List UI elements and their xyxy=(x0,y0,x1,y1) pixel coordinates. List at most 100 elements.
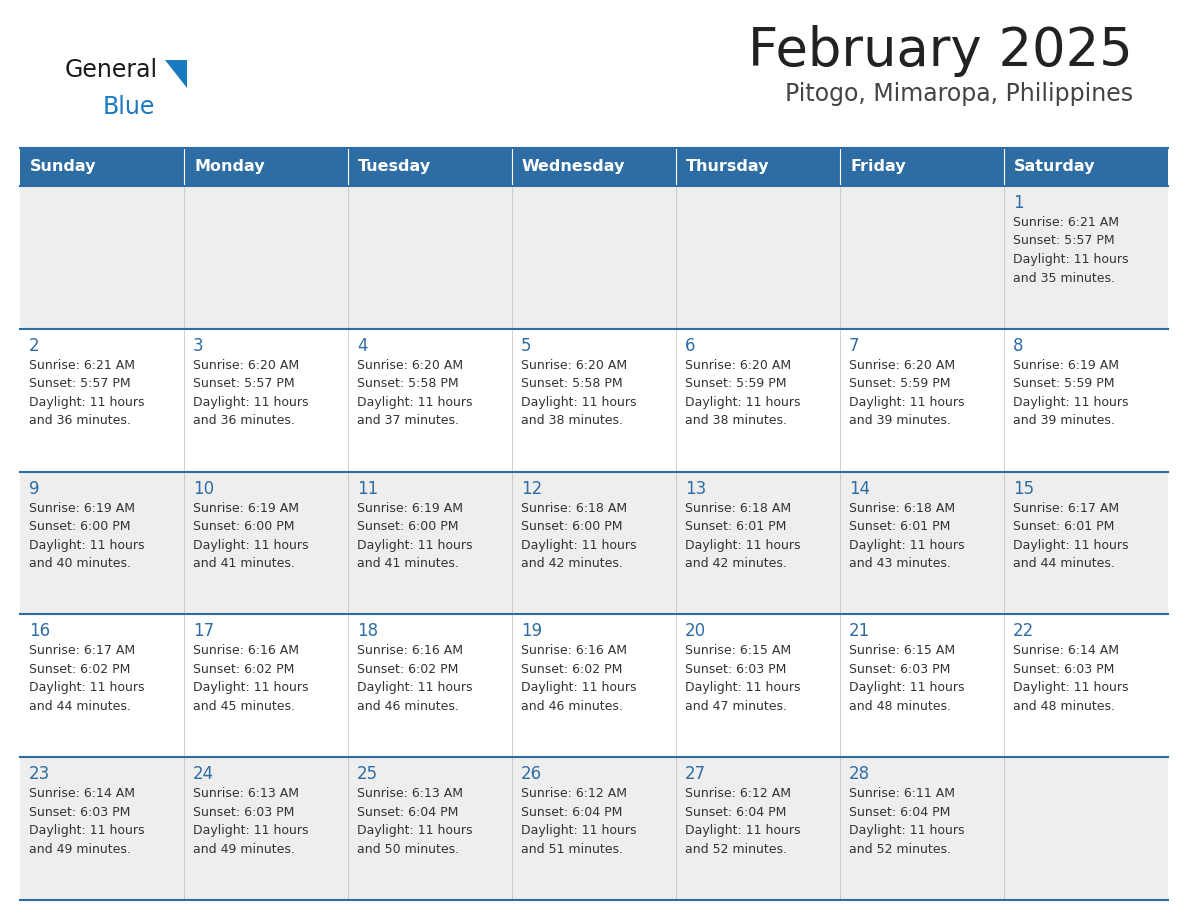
Text: Daylight: 11 hours: Daylight: 11 hours xyxy=(29,396,145,409)
Text: and 50 minutes.: and 50 minutes. xyxy=(358,843,459,856)
Bar xyxy=(20,148,184,186)
Text: and 46 minutes.: and 46 minutes. xyxy=(358,700,459,713)
Text: Sunset: 6:00 PM: Sunset: 6:00 PM xyxy=(358,521,459,533)
Text: and 44 minutes.: and 44 minutes. xyxy=(1013,557,1114,570)
Bar xyxy=(1004,148,1168,186)
Text: Sunset: 5:59 PM: Sunset: 5:59 PM xyxy=(849,377,950,390)
Text: Sunrise: 6:19 AM: Sunrise: 6:19 AM xyxy=(29,501,135,515)
Text: Saturday: Saturday xyxy=(1015,160,1095,174)
Text: Sunset: 6:04 PM: Sunset: 6:04 PM xyxy=(685,806,786,819)
Text: 23: 23 xyxy=(29,766,50,783)
Text: 12: 12 xyxy=(522,479,542,498)
Text: Sunrise: 6:15 AM: Sunrise: 6:15 AM xyxy=(685,644,791,657)
Text: 19: 19 xyxy=(522,622,542,641)
Text: Daylight: 11 hours: Daylight: 11 hours xyxy=(849,396,965,409)
Text: Sunrise: 6:11 AM: Sunrise: 6:11 AM xyxy=(849,788,955,800)
Text: 4: 4 xyxy=(358,337,367,354)
Text: 10: 10 xyxy=(192,479,214,498)
Text: Daylight: 11 hours: Daylight: 11 hours xyxy=(849,539,965,552)
Text: Sunset: 5:57 PM: Sunset: 5:57 PM xyxy=(1013,234,1114,248)
Text: 1: 1 xyxy=(1013,194,1024,212)
Text: 15: 15 xyxy=(1013,479,1034,498)
Text: Daylight: 11 hours: Daylight: 11 hours xyxy=(192,539,309,552)
Text: Daylight: 11 hours: Daylight: 11 hours xyxy=(522,824,637,837)
Bar xyxy=(20,614,1168,757)
Text: Daylight: 11 hours: Daylight: 11 hours xyxy=(522,681,637,694)
Text: Daylight: 11 hours: Daylight: 11 hours xyxy=(358,681,473,694)
Text: and 49 minutes.: and 49 minutes. xyxy=(192,843,295,856)
Text: Sunset: 6:01 PM: Sunset: 6:01 PM xyxy=(1013,521,1114,533)
Text: and 42 minutes.: and 42 minutes. xyxy=(685,557,786,570)
Text: Sunrise: 6:14 AM: Sunrise: 6:14 AM xyxy=(1013,644,1119,657)
Text: Sunset: 6:03 PM: Sunset: 6:03 PM xyxy=(192,806,295,819)
Text: Sunset: 6:00 PM: Sunset: 6:00 PM xyxy=(192,521,295,533)
Text: 6: 6 xyxy=(685,337,695,354)
Text: and 45 minutes.: and 45 minutes. xyxy=(192,700,295,713)
Text: Sunset: 6:02 PM: Sunset: 6:02 PM xyxy=(192,663,295,676)
Text: Sunset: 5:59 PM: Sunset: 5:59 PM xyxy=(1013,377,1114,390)
Text: Sunrise: 6:18 AM: Sunrise: 6:18 AM xyxy=(849,501,955,515)
Text: 8: 8 xyxy=(1013,337,1024,354)
Text: and 51 minutes.: and 51 minutes. xyxy=(522,843,623,856)
Text: Sunset: 5:59 PM: Sunset: 5:59 PM xyxy=(685,377,786,390)
Bar xyxy=(20,329,1168,472)
Bar xyxy=(184,148,348,186)
Text: and 46 minutes.: and 46 minutes. xyxy=(522,700,623,713)
Text: 21: 21 xyxy=(849,622,871,641)
Bar xyxy=(20,186,1168,329)
Text: and 43 minutes.: and 43 minutes. xyxy=(849,557,950,570)
Text: Sunset: 5:57 PM: Sunset: 5:57 PM xyxy=(192,377,295,390)
Text: Daylight: 11 hours: Daylight: 11 hours xyxy=(192,824,309,837)
Text: Thursday: Thursday xyxy=(685,160,770,174)
Text: Blue: Blue xyxy=(103,95,156,119)
Text: and 39 minutes.: and 39 minutes. xyxy=(1013,414,1114,427)
Text: 17: 17 xyxy=(192,622,214,641)
Text: Sunrise: 6:20 AM: Sunrise: 6:20 AM xyxy=(849,359,955,372)
Text: and 52 minutes.: and 52 minutes. xyxy=(685,843,786,856)
Text: Tuesday: Tuesday xyxy=(358,160,431,174)
Bar xyxy=(348,148,512,186)
Text: Daylight: 11 hours: Daylight: 11 hours xyxy=(522,539,637,552)
Text: Daylight: 11 hours: Daylight: 11 hours xyxy=(685,396,801,409)
Text: 16: 16 xyxy=(29,622,50,641)
Text: and 37 minutes.: and 37 minutes. xyxy=(358,414,459,427)
Text: Sunrise: 6:19 AM: Sunrise: 6:19 AM xyxy=(192,501,299,515)
Text: Daylight: 11 hours: Daylight: 11 hours xyxy=(1013,253,1129,266)
Text: Sunrise: 6:15 AM: Sunrise: 6:15 AM xyxy=(849,644,955,657)
Text: 7: 7 xyxy=(849,337,859,354)
Text: Sunset: 6:03 PM: Sunset: 6:03 PM xyxy=(1013,663,1114,676)
Text: and 48 minutes.: and 48 minutes. xyxy=(849,700,952,713)
Text: Daylight: 11 hours: Daylight: 11 hours xyxy=(849,681,965,694)
Text: Sunrise: 6:20 AM: Sunrise: 6:20 AM xyxy=(522,359,627,372)
Text: Daylight: 11 hours: Daylight: 11 hours xyxy=(29,539,145,552)
Text: Sunrise: 6:18 AM: Sunrise: 6:18 AM xyxy=(685,501,791,515)
Text: Pitogo, Mimaropa, Philippines: Pitogo, Mimaropa, Philippines xyxy=(785,82,1133,106)
Text: Sunrise: 6:18 AM: Sunrise: 6:18 AM xyxy=(522,501,627,515)
Text: Daylight: 11 hours: Daylight: 11 hours xyxy=(1013,539,1129,552)
Text: Sunrise: 6:13 AM: Sunrise: 6:13 AM xyxy=(358,788,463,800)
Text: and 49 minutes.: and 49 minutes. xyxy=(29,843,131,856)
Text: 5: 5 xyxy=(522,337,531,354)
Text: Sunrise: 6:21 AM: Sunrise: 6:21 AM xyxy=(1013,216,1119,229)
Text: and 36 minutes.: and 36 minutes. xyxy=(29,414,131,427)
Text: Sunrise: 6:19 AM: Sunrise: 6:19 AM xyxy=(1013,359,1119,372)
Text: Daylight: 11 hours: Daylight: 11 hours xyxy=(192,681,309,694)
Text: Sunset: 6:03 PM: Sunset: 6:03 PM xyxy=(29,806,131,819)
Text: Daylight: 11 hours: Daylight: 11 hours xyxy=(358,824,473,837)
Text: Sunset: 6:00 PM: Sunset: 6:00 PM xyxy=(522,521,623,533)
Text: and 40 minutes.: and 40 minutes. xyxy=(29,557,131,570)
Text: Daylight: 11 hours: Daylight: 11 hours xyxy=(358,539,473,552)
Text: Sunrise: 6:16 AM: Sunrise: 6:16 AM xyxy=(358,644,463,657)
Text: Daylight: 11 hours: Daylight: 11 hours xyxy=(522,396,637,409)
Text: and 47 minutes.: and 47 minutes. xyxy=(685,700,786,713)
Text: 27: 27 xyxy=(685,766,706,783)
Text: Monday: Monday xyxy=(194,160,265,174)
Text: 18: 18 xyxy=(358,622,378,641)
Text: Sunset: 6:03 PM: Sunset: 6:03 PM xyxy=(685,663,786,676)
Text: and 36 minutes.: and 36 minutes. xyxy=(192,414,295,427)
Text: Sunrise: 6:20 AM: Sunrise: 6:20 AM xyxy=(358,359,463,372)
Text: Daylight: 11 hours: Daylight: 11 hours xyxy=(685,824,801,837)
Text: Sunrise: 6:14 AM: Sunrise: 6:14 AM xyxy=(29,788,135,800)
Text: Daylight: 11 hours: Daylight: 11 hours xyxy=(685,681,801,694)
Text: Daylight: 11 hours: Daylight: 11 hours xyxy=(358,396,473,409)
